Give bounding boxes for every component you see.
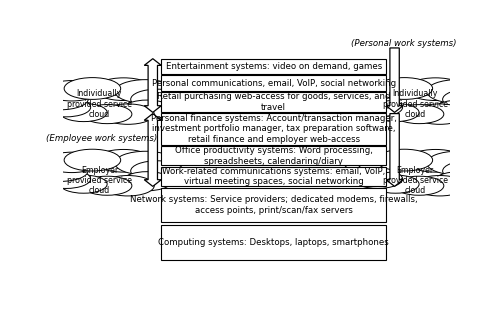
Text: Personal communications, email, VoIP, social networking: Personal communications, email, VoIP, so… bbox=[152, 79, 396, 88]
Ellipse shape bbox=[353, 98, 403, 117]
Ellipse shape bbox=[60, 104, 107, 122]
Ellipse shape bbox=[394, 104, 444, 124]
Ellipse shape bbox=[381, 85, 446, 110]
Ellipse shape bbox=[32, 160, 88, 181]
Ellipse shape bbox=[344, 88, 400, 110]
Ellipse shape bbox=[94, 149, 153, 172]
Text: Personal finance systems: Account/transaction manager,
investment portfolio mana: Personal finance systems: Account/transa… bbox=[151, 114, 396, 144]
Ellipse shape bbox=[115, 151, 176, 175]
Ellipse shape bbox=[46, 81, 98, 101]
Ellipse shape bbox=[381, 156, 446, 181]
Ellipse shape bbox=[357, 152, 410, 173]
Ellipse shape bbox=[357, 81, 410, 101]
Polygon shape bbox=[144, 113, 162, 186]
Text: Computing systems: Desktops, laptops, smartphones: Computing systems: Desktops, laptops, sm… bbox=[158, 238, 389, 247]
Ellipse shape bbox=[413, 175, 466, 196]
Text: Individually
provided service
cloud: Individually provided service cloud bbox=[382, 89, 448, 119]
Bar bbox=[162, 75, 386, 91]
Polygon shape bbox=[144, 59, 162, 113]
Bar bbox=[162, 92, 386, 112]
Ellipse shape bbox=[413, 104, 466, 124]
Ellipse shape bbox=[82, 176, 132, 195]
Ellipse shape bbox=[426, 151, 488, 175]
Text: (Personal work systems): (Personal work systems) bbox=[351, 39, 456, 48]
Ellipse shape bbox=[122, 172, 172, 191]
Bar bbox=[162, 113, 386, 145]
Bar bbox=[162, 224, 386, 260]
Ellipse shape bbox=[376, 78, 432, 100]
Ellipse shape bbox=[406, 149, 465, 172]
Ellipse shape bbox=[344, 160, 400, 181]
Ellipse shape bbox=[41, 98, 90, 117]
Ellipse shape bbox=[372, 175, 419, 193]
Ellipse shape bbox=[426, 80, 488, 103]
Ellipse shape bbox=[353, 169, 403, 188]
Text: Retail purchasing web-access for goods, services, and
travel: Retail purchasing web-access for goods, … bbox=[157, 92, 390, 112]
Ellipse shape bbox=[32, 88, 88, 110]
Ellipse shape bbox=[115, 80, 176, 103]
Bar bbox=[162, 146, 386, 165]
Ellipse shape bbox=[376, 149, 432, 171]
Text: Office productivity systems: Word processing,
spreadsheets, calendaring/diary: Office productivity systems: Word proces… bbox=[175, 146, 372, 166]
Ellipse shape bbox=[406, 78, 465, 100]
Ellipse shape bbox=[101, 175, 154, 196]
Ellipse shape bbox=[394, 176, 444, 195]
Ellipse shape bbox=[60, 175, 107, 193]
Ellipse shape bbox=[41, 169, 90, 188]
Ellipse shape bbox=[372, 104, 419, 122]
Text: Individually
provided service
cloud: Individually provided service cloud bbox=[67, 89, 132, 119]
Ellipse shape bbox=[434, 172, 484, 191]
Ellipse shape bbox=[94, 78, 153, 100]
Bar bbox=[162, 166, 386, 186]
Ellipse shape bbox=[64, 149, 120, 171]
Text: Network systems: Service providers; dedicated modems, firewalls,
access points, : Network systems: Service providers; dedi… bbox=[130, 195, 418, 215]
Ellipse shape bbox=[442, 89, 496, 110]
Ellipse shape bbox=[442, 161, 496, 181]
Ellipse shape bbox=[130, 161, 184, 181]
Ellipse shape bbox=[434, 100, 484, 119]
Ellipse shape bbox=[122, 100, 172, 119]
Ellipse shape bbox=[46, 152, 98, 173]
Bar bbox=[162, 188, 386, 222]
Bar bbox=[162, 59, 386, 74]
Text: Work-related communications systems: email, VoIP,
virtual meeting spaces, social: Work-related communications systems: ema… bbox=[162, 167, 386, 186]
Ellipse shape bbox=[82, 104, 132, 124]
Polygon shape bbox=[386, 48, 403, 113]
Ellipse shape bbox=[130, 89, 184, 110]
Ellipse shape bbox=[69, 156, 134, 181]
Ellipse shape bbox=[69, 85, 134, 110]
Text: Employer
provided service
cloud: Employer provided service cloud bbox=[382, 166, 448, 195]
Text: (Employee work systems): (Employee work systems) bbox=[46, 134, 157, 143]
Ellipse shape bbox=[64, 78, 120, 100]
Text: Entertainment systems: video on demand, games: Entertainment systems: video on demand, … bbox=[166, 62, 382, 71]
Text: Employer
provided service
cloud: Employer provided service cloud bbox=[67, 166, 132, 195]
Ellipse shape bbox=[101, 104, 154, 124]
Polygon shape bbox=[386, 113, 403, 186]
